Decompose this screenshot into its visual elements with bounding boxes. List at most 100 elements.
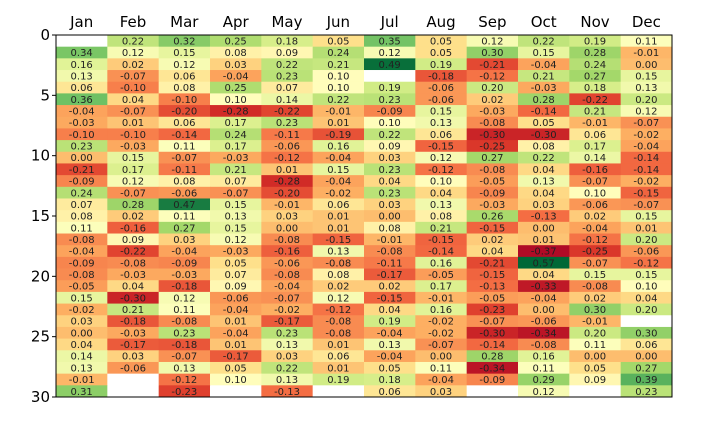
heatmap-cell <box>107 151 160 164</box>
heatmap-cell <box>261 315 314 328</box>
cell-value-label: -0.04 <box>223 328 249 339</box>
heatmap-cell <box>56 151 108 164</box>
cell-value-label: 0.39 <box>635 375 657 386</box>
cell-value-label: 0.13 <box>430 200 452 211</box>
heatmap-cell <box>312 151 365 164</box>
cell-value-label: -0.03 <box>479 200 505 211</box>
heatmap-cell <box>415 70 468 83</box>
heatmap-cell <box>107 46 160 59</box>
heatmap-cell <box>261 291 314 304</box>
cell-value-label: -0.09 <box>377 107 403 118</box>
cell-value-label: -0.04 <box>428 375 454 386</box>
cell-value-label: 0.13 <box>276 340 298 351</box>
x-tick-label: Apr <box>223 13 250 31</box>
heatmap-cell <box>261 198 314 211</box>
heatmap-cell <box>620 105 673 118</box>
cell-value-label: -0.01 <box>325 107 351 118</box>
cell-value-label: 0.00 <box>71 328 93 339</box>
heatmap-cell <box>466 256 519 269</box>
heatmap-cell <box>569 315 622 328</box>
heatmap-cell <box>261 175 314 188</box>
heatmap-cell <box>312 291 365 304</box>
cell-value-label: -0.16 <box>582 165 608 176</box>
cell-value-label: 0.28 <box>481 352 503 363</box>
heatmap-cell <box>158 326 211 340</box>
heatmap-cell <box>620 116 673 129</box>
heatmap-cell <box>261 70 314 83</box>
cell-value-label: -0.01 <box>69 375 95 386</box>
heatmap-cell <box>56 315 108 328</box>
cell-value-label: 0.04 <box>533 188 555 199</box>
heatmap-cell <box>518 186 570 199</box>
heatmap-cell <box>466 151 519 164</box>
cell-value-label: -0.12 <box>582 235 608 246</box>
heatmap-cell <box>210 58 262 71</box>
cell-value-label: -0.15 <box>633 188 659 199</box>
cell-value-label: 0.18 <box>276 36 298 47</box>
heatmap-cell <box>620 175 673 188</box>
heatmap-cell <box>261 233 314 246</box>
cell-value-label: -0.06 <box>274 142 300 153</box>
heatmap-cell <box>158 303 211 316</box>
cell-value-label: 0.10 <box>430 177 452 188</box>
heatmap-cell <box>620 303 673 316</box>
heatmap-cell <box>210 350 262 363</box>
cell-value-label: -0.08 <box>531 340 557 351</box>
cell-value-label: -0.15 <box>325 235 351 246</box>
heatmap-cell <box>261 46 314 59</box>
cell-value-label: 0.20 <box>584 328 606 339</box>
cell-value-label: 0.04 <box>533 165 555 176</box>
heatmap-cell <box>518 93 570 106</box>
cell-value-label: 0.25 <box>225 36 247 47</box>
cell-value-label: 0.20 <box>635 235 657 246</box>
heatmap-cell <box>56 116 108 129</box>
cell-value-label: 0.03 <box>379 153 401 164</box>
heatmap-cell <box>107 233 160 246</box>
cell-value-label: -0.03 <box>69 118 95 129</box>
heatmap-cell <box>569 361 622 375</box>
heatmap-cell <box>312 221 365 234</box>
cell-value-label: 0.02 <box>584 293 606 304</box>
heatmap-cell <box>158 105 211 118</box>
heatmap-cell <box>415 163 468 176</box>
heatmap-cell <box>466 245 519 258</box>
heatmap-cell <box>569 105 622 118</box>
cell-value-label: -0.04 <box>531 60 557 71</box>
heatmap-cell <box>261 268 314 281</box>
cell-value-label: 0.03 <box>71 317 93 328</box>
heatmap-cell <box>364 373 416 386</box>
heatmap-cell <box>415 81 468 94</box>
heatmap-cell <box>569 338 622 351</box>
heatmap-cell <box>56 140 108 153</box>
cell-value-label: 0.23 <box>379 95 401 106</box>
heatmap-cell <box>415 198 468 211</box>
cell-value-label: 0.17 <box>225 118 247 129</box>
cell-value-label: -0.14 <box>633 153 659 164</box>
cell-value-label: 0.18 <box>379 375 401 386</box>
heatmap-cell <box>210 175 262 188</box>
y-tick-label: 20 <box>31 267 50 285</box>
cell-value-label: 0.04 <box>635 293 657 304</box>
heatmap-cell <box>569 373 622 386</box>
cell-value-label: 0.02 <box>122 60 144 71</box>
cell-value-label: 0.15 <box>635 212 657 223</box>
x-axis-ticks: Jan Feb Mar Apr May Jun Jul Aug Sep Oct Nov Dec <box>69 13 661 31</box>
heatmap-cell <box>569 221 622 234</box>
heatmap-cell <box>466 361 519 375</box>
cell-value-label: 0.09 <box>122 235 144 246</box>
x-tick-label: Sep <box>478 13 506 31</box>
cell-value-label: -0.05 <box>428 270 454 281</box>
heatmap-cell <box>620 210 673 223</box>
cell-value-label: 0.01 <box>225 340 247 351</box>
cell-value-label: 0.15 <box>225 223 247 234</box>
cell-value-label: 0.11 <box>173 305 195 316</box>
heatmap-cell <box>312 81 365 94</box>
heatmap-cell <box>107 163 160 176</box>
cell-value-label: -0.05 <box>69 282 95 293</box>
heatmap-cell <box>158 373 211 386</box>
heatmap-cell <box>569 81 622 94</box>
heatmap-cell <box>466 210 519 223</box>
cell-value-label: 0.20 <box>481 83 503 94</box>
cell-value-label: -0.04 <box>325 153 351 164</box>
heatmap-cell <box>261 303 314 316</box>
